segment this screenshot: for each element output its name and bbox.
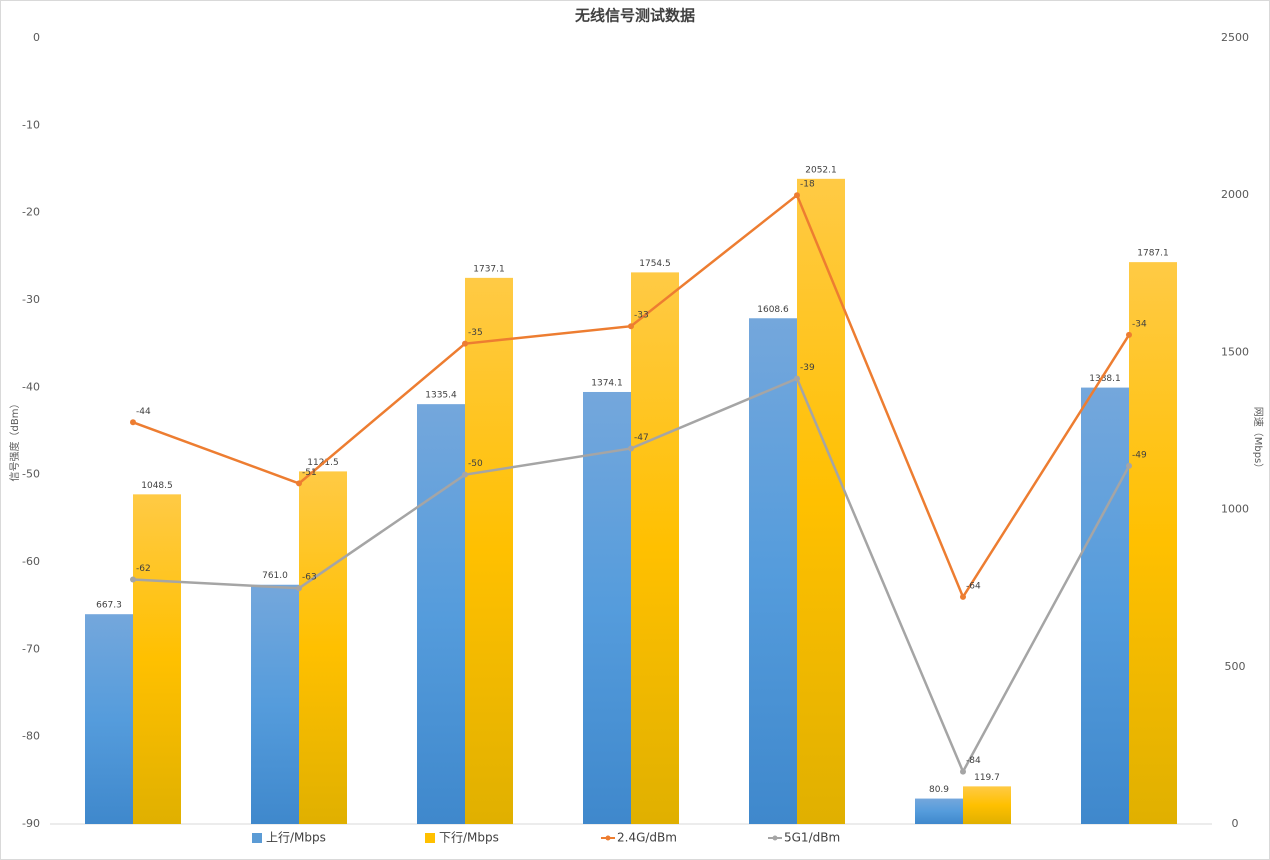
data-label: 1048.5 — [141, 481, 173, 491]
bar — [465, 277, 513, 824]
data-label: 667.3 — [96, 601, 122, 611]
data-label: -50 — [468, 459, 483, 469]
line-marker — [794, 375, 800, 382]
data-label: 1787.1 — [1137, 249, 1169, 259]
data-label: 1608.6 — [757, 305, 789, 315]
data-label: 761.0 — [262, 571, 288, 581]
data-label: -33 — [634, 311, 649, 321]
line-marker — [1126, 331, 1132, 338]
line-marker — [960, 768, 966, 775]
bar — [251, 584, 299, 824]
line-marker — [1126, 462, 1132, 469]
line-marker — [462, 471, 468, 478]
bar — [915, 798, 963, 824]
line-marker — [960, 593, 966, 600]
y-tick-label: -20 — [22, 206, 40, 219]
data-label: 1374.1 — [591, 378, 623, 388]
data-label: -34 — [1132, 319, 1147, 329]
data-label: 119.7 — [974, 773, 1000, 783]
line-marker — [462, 340, 468, 347]
data-label: 2052.1 — [805, 165, 837, 175]
y2-tick-label: 2000 — [1221, 188, 1249, 201]
y2-tick-label: 0 — [1232, 817, 1239, 830]
line-marker — [794, 192, 800, 199]
y2-tick-label: 1500 — [1221, 345, 1249, 358]
y-tick-label: -40 — [22, 380, 40, 393]
y-tick-label: -90 — [22, 817, 40, 830]
data-label: -49 — [1132, 450, 1147, 460]
line-marker — [628, 323, 634, 330]
data-label: 1754.5 — [639, 259, 671, 269]
y2-tick-label: 500 — [1225, 660, 1246, 673]
line-marker — [130, 419, 136, 426]
data-label: -35 — [468, 328, 483, 338]
data-label: 80.9 — [929, 785, 949, 795]
legend-swatch — [252, 833, 262, 843]
legend-swatch — [425, 833, 435, 843]
bar — [583, 391, 631, 824]
data-label: -51 — [302, 468, 317, 478]
y2-axis-title: 网速（Mbps） — [1252, 407, 1264, 474]
y-tick-label: -80 — [22, 730, 40, 743]
bar — [749, 318, 797, 824]
bar — [85, 614, 133, 824]
bar — [1129, 262, 1177, 825]
y2-tick-label: 1000 — [1221, 503, 1249, 516]
bar — [1081, 387, 1129, 824]
data-label: -47 — [634, 433, 649, 443]
bar — [417, 404, 465, 824]
data-label: 1737.1 — [473, 264, 505, 274]
data-label: 1388.1 — [1089, 374, 1121, 384]
bar — [299, 471, 347, 824]
y2-tick-label: 2500 — [1221, 31, 1249, 44]
chart-title: 无线信号测试数据 — [574, 7, 695, 25]
line-marker — [296, 585, 302, 592]
line-marker — [628, 445, 634, 452]
y-tick-label: 0 — [33, 31, 40, 44]
data-label: -63 — [302, 573, 317, 583]
line-marker — [130, 576, 136, 583]
legend-label: 5G1/dBm — [784, 831, 840, 845]
data-label: -39 — [800, 363, 815, 373]
data-label: 1335.4 — [425, 391, 457, 401]
legend-swatch — [605, 835, 611, 841]
bar — [797, 178, 845, 824]
legend-swatch — [772, 835, 778, 841]
y-tick-label: -60 — [22, 555, 40, 568]
y-tick-label: -30 — [22, 293, 40, 306]
bar — [963, 786, 1011, 824]
data-label: -44 — [136, 407, 151, 417]
legend-label: 下行/Mbps — [439, 831, 499, 845]
legend-label: 2.4G/dBm — [617, 831, 677, 845]
y-tick-label: -70 — [22, 642, 40, 655]
data-label: -62 — [136, 564, 151, 574]
legend-label: 上行/Mbps — [266, 831, 326, 845]
data-label: -84 — [966, 756, 981, 766]
y-axis-title: 信号强度（dBm） — [8, 399, 21, 482]
y-tick-label: -10 — [22, 118, 40, 131]
bar — [133, 494, 181, 824]
y-tick-label: -50 — [22, 468, 40, 481]
line-marker — [296, 480, 302, 487]
data-label: -64 — [966, 581, 981, 591]
bar — [631, 272, 679, 824]
data-label: -18 — [800, 180, 815, 190]
